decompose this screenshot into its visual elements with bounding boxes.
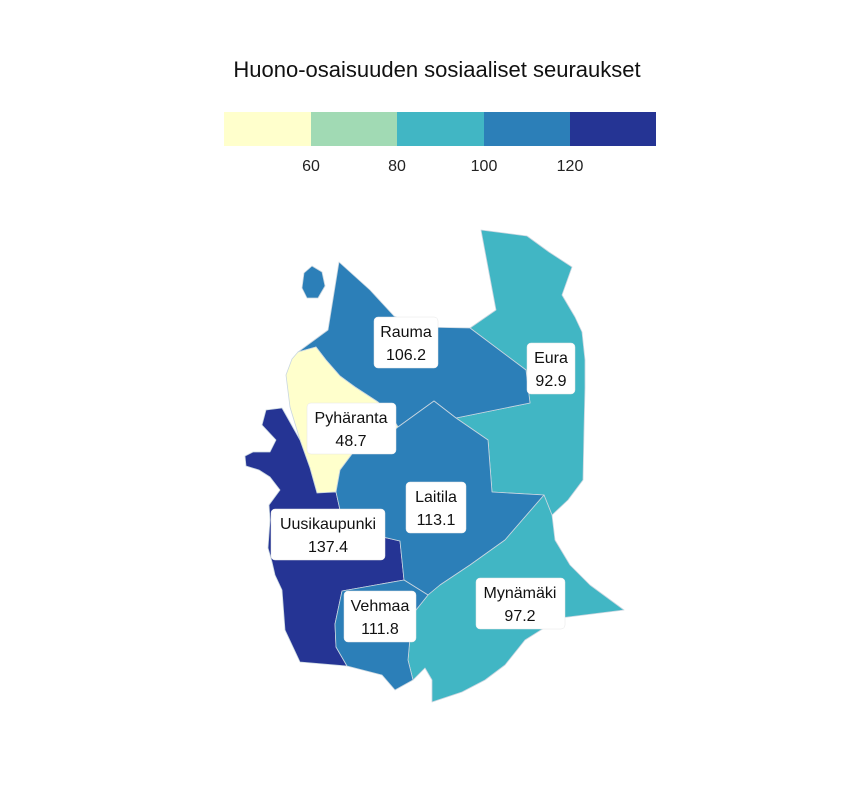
color-legend: 60 80 100 120 <box>224 112 656 175</box>
legend-bin <box>224 112 311 146</box>
legend-tick: 120 <box>557 158 584 175</box>
label-box <box>270 508 386 561</box>
region-labels: Rauma 106.2 Eura 92.9 Pyhäranta 48.7 Lai… <box>270 316 576 643</box>
map-title: Huono-osaisuuden sosiaaliset seuraukset <box>233 57 640 82</box>
label-box <box>373 316 439 369</box>
legend-bin <box>570 112 656 146</box>
label-name: Rauma <box>380 324 432 341</box>
label-value: 48.7 <box>335 433 366 450</box>
municipality-regions <box>244 229 625 703</box>
label-name: Eura <box>534 350 568 367</box>
label-box <box>526 342 576 395</box>
label-eura: Eura 92.9 <box>526 342 576 395</box>
label-box <box>306 402 397 455</box>
label-value: 113.1 <box>417 512 456 529</box>
label-value: 137.4 <box>308 539 348 556</box>
region-rauma-islet[interactable] <box>301 265 326 299</box>
label-value: 97.2 <box>504 608 535 625</box>
label-name: Vehmaa <box>351 598 410 615</box>
label-vehmaa: Vehmaa 111.8 <box>343 590 417 643</box>
label-name: Pyhäranta <box>315 410 388 427</box>
label-rauma: Rauma 106.2 <box>373 316 439 369</box>
legend-tick: 100 <box>471 158 498 175</box>
label-mynamaki: Mynämäki 97.2 <box>475 577 566 630</box>
label-value: 106.2 <box>386 347 426 364</box>
label-name: Mynämäki <box>484 585 557 602</box>
label-value: 111.8 <box>361 621 399 638</box>
legend-bin <box>484 112 570 146</box>
label-name: Laitila <box>415 489 457 506</box>
label-pyharanta: Pyhäranta 48.7 <box>306 402 397 455</box>
legend-bin <box>311 112 397 146</box>
label-value: 92.9 <box>535 373 566 390</box>
label-uusikaupunki: Uusikaupunki 137.4 <box>270 508 386 561</box>
label-box <box>405 481 467 534</box>
legend-tick: 60 <box>302 158 320 175</box>
label-box <box>343 590 417 643</box>
legend-tick: 80 <box>388 158 406 175</box>
label-laitila: Laitila 113.1 <box>405 481 467 534</box>
legend-bin <box>397 112 484 146</box>
label-box <box>475 577 566 630</box>
label-name: Uusikaupunki <box>280 516 376 533</box>
